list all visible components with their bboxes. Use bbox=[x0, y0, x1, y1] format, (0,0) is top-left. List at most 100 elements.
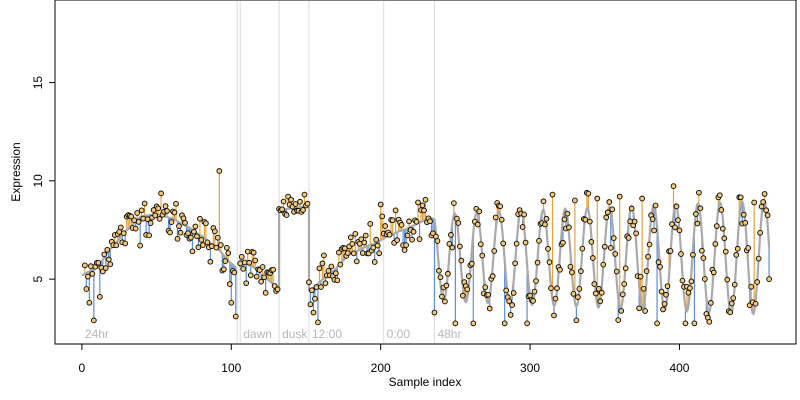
data-point-392 bbox=[670, 183, 677, 189]
data-point-408 bbox=[694, 220, 701, 227]
data-point-144 bbox=[300, 207, 306, 213]
data-point-345 bbox=[600, 261, 607, 268]
data-point-131 bbox=[280, 198, 287, 205]
data-point-229 bbox=[427, 218, 433, 225]
data-point-435 bbox=[734, 245, 741, 252]
data-point-194 bbox=[374, 242, 381, 249]
data-point-356 bbox=[616, 193, 623, 200]
data-point-214 bbox=[404, 232, 411, 239]
data-point-405 bbox=[690, 251, 696, 258]
data-point-88 bbox=[213, 244, 220, 251]
data-point-43 bbox=[146, 232, 152, 239]
data-point-325 bbox=[570, 291, 577, 297]
data-points bbox=[82, 168, 772, 327]
data-point-370 bbox=[637, 273, 644, 280]
data-point-339 bbox=[591, 281, 598, 287]
data-point-404 bbox=[688, 278, 695, 285]
data-point-243 bbox=[448, 232, 454, 238]
data-point-133 bbox=[283, 212, 290, 218]
data-point-17 bbox=[107, 261, 114, 268]
data-point-293 bbox=[522, 239, 529, 246]
data-point-61 bbox=[173, 200, 179, 207]
data-point-6 bbox=[90, 317, 97, 324]
data-point-204 bbox=[389, 217, 396, 224]
data-point-337 bbox=[588, 239, 595, 245]
x-tick-label-4: 400 bbox=[669, 361, 689, 375]
data-point-417 bbox=[707, 300, 714, 306]
data-point-372 bbox=[640, 285, 647, 292]
data-point-239 bbox=[442, 298, 448, 305]
data-point-111 bbox=[250, 249, 257, 256]
data-point-136 bbox=[288, 196, 294, 203]
data-point-242 bbox=[446, 241, 453, 247]
data-point-330 bbox=[578, 268, 584, 275]
data-point-360 bbox=[622, 265, 629, 272]
data-point-306 bbox=[542, 221, 548, 228]
data-point-273 bbox=[492, 214, 499, 221]
data-point-255 bbox=[465, 273, 472, 279]
data-point-371 bbox=[639, 195, 645, 202]
data-point-207 bbox=[394, 237, 400, 244]
x-tick-label-1: 100 bbox=[221, 361, 241, 375]
data-point-344 bbox=[598, 289, 605, 296]
data-point-423 bbox=[716, 192, 723, 199]
data-point-69 bbox=[185, 230, 191, 237]
data-point-402 bbox=[685, 289, 692, 296]
marker-label-2: dusk bbox=[282, 327, 308, 341]
data-point-340 bbox=[592, 290, 599, 297]
data-point-350 bbox=[607, 245, 614, 251]
data-point-272 bbox=[491, 248, 498, 254]
data-point-386 bbox=[661, 301, 668, 307]
data-point-271 bbox=[489, 273, 496, 279]
data-point-439 bbox=[740, 211, 747, 218]
data-point-433 bbox=[731, 281, 738, 288]
data-point-98 bbox=[228, 299, 235, 306]
data-point-151 bbox=[310, 309, 317, 316]
data-point-282 bbox=[506, 298, 513, 305]
data-point-264 bbox=[479, 252, 486, 259]
data-point-179 bbox=[352, 231, 359, 237]
data-point-91 bbox=[217, 242, 224, 248]
data-point-347 bbox=[603, 214, 610, 221]
data-point-400 bbox=[682, 320, 689, 327]
data-point-192 bbox=[371, 259, 378, 265]
data-point-331 bbox=[579, 245, 586, 252]
data-point-161 bbox=[325, 267, 332, 274]
data-point-424 bbox=[718, 207, 725, 213]
data-point-268 bbox=[485, 291, 492, 298]
data-point-218 bbox=[410, 228, 417, 235]
x-tick-label-0: 0 bbox=[79, 361, 86, 375]
data-point-453 bbox=[761, 191, 768, 197]
data-point-396 bbox=[676, 227, 683, 234]
data-point-215 bbox=[406, 218, 412, 225]
data-point-380 bbox=[652, 202, 659, 209]
data-point-9 bbox=[95, 259, 102, 266]
data-point-283 bbox=[507, 312, 514, 318]
data-point-97 bbox=[226, 281, 233, 287]
data-point-411 bbox=[699, 247, 705, 254]
data-point-421 bbox=[713, 223, 720, 229]
data-point-139 bbox=[292, 201, 299, 207]
data-point-224 bbox=[419, 202, 426, 209]
data-point-278 bbox=[500, 240, 507, 247]
data-point-335 bbox=[585, 190, 592, 197]
data-point-425 bbox=[719, 225, 726, 232]
data-point-177 bbox=[349, 241, 356, 247]
data-point-450 bbox=[757, 229, 763, 236]
data-point-310 bbox=[548, 285, 554, 292]
data-point-416 bbox=[706, 318, 713, 325]
data-point-385 bbox=[660, 306, 666, 313]
data-point-311 bbox=[549, 191, 556, 198]
data-point-64 bbox=[177, 229, 184, 236]
data-point-456 bbox=[766, 276, 772, 282]
data-point-336 bbox=[586, 218, 593, 225]
data-point-54 bbox=[162, 203, 169, 209]
data-point-174 bbox=[344, 250, 351, 256]
data-point-454 bbox=[763, 207, 769, 214]
data-point-291 bbox=[519, 224, 526, 230]
data-point-44 bbox=[147, 220, 154, 226]
data-point-251 bbox=[459, 292, 466, 299]
data-point-318 bbox=[560, 239, 566, 246]
data-point-254 bbox=[464, 286, 471, 293]
